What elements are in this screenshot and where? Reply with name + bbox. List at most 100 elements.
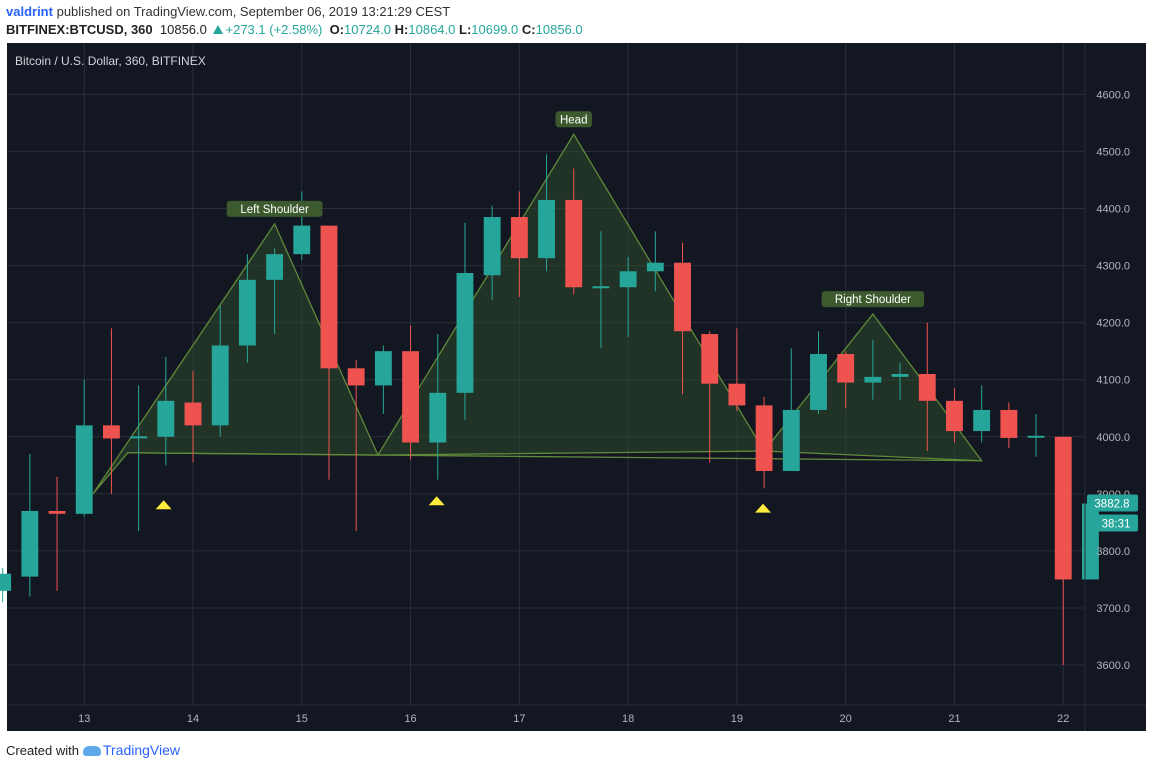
candle[interactable] <box>701 331 719 463</box>
candle-body <box>211 345 229 426</box>
candle[interactable] <box>429 334 447 480</box>
y-tick-label: 4100.0 <box>1096 375 1130 387</box>
candle-body <box>157 400 175 437</box>
candle[interactable] <box>918 322 936 452</box>
time-axis[interactable]: 13 14 15 16 17 18 19 20 21 22 <box>78 713 1069 725</box>
candle[interactable] <box>782 348 800 472</box>
candle[interactable] <box>374 345 392 414</box>
candle[interactable] <box>1082 502 1099 580</box>
candle[interactable] <box>21 453 39 597</box>
candle[interactable] <box>157 356 175 466</box>
author-link[interactable]: valdrint <box>6 4 53 19</box>
candle-body <box>320 225 338 369</box>
last-price: 10856.0 <box>159 22 207 37</box>
candle[interactable] <box>538 154 555 272</box>
candles[interactable] <box>0 154 1099 666</box>
candle[interactable] <box>347 359 365 531</box>
last-price-bg <box>1087 494 1138 512</box>
candle-body <box>565 199 583 288</box>
candle[interactable] <box>211 305 229 437</box>
price-change: +273.1 (+2.58%) <box>225 22 323 37</box>
y-tick-label: 4200.0 <box>1096 318 1130 330</box>
candle-body <box>864 376 882 383</box>
candle-body <box>266 254 284 280</box>
candle[interactable] <box>755 396 773 489</box>
published-text: published on TradingView.com, September … <box>56 4 451 19</box>
candle[interactable] <box>674 242 691 394</box>
high-value: 10864.0 <box>408 22 456 37</box>
x-tick-label: 15 <box>296 713 308 725</box>
y-tick-label: 4600.0 <box>1096 89 1130 101</box>
close-label: C: <box>521 22 536 37</box>
candle[interactable] <box>810 331 827 414</box>
up-arrow-icon <box>212 25 223 34</box>
candle-body <box>510 217 528 259</box>
candle[interactable] <box>266 248 284 335</box>
candle-body <box>674 262 691 332</box>
candle-body <box>891 374 909 377</box>
candle-body <box>946 400 963 432</box>
candle-body <box>1000 409 1018 438</box>
candle-body <box>592 286 610 289</box>
created-with-text: Created with <box>6 743 79 758</box>
candle-body <box>21 510 39 577</box>
candle-body <box>347 368 365 386</box>
candle[interactable] <box>891 362 909 400</box>
tradingview-link[interactable]: TradingView <box>102 742 181 758</box>
candle[interactable] <box>946 388 963 443</box>
candle[interactable] <box>1054 436 1072 666</box>
candle[interactable] <box>510 191 528 297</box>
candle[interactable] <box>184 371 202 463</box>
candle[interactable] <box>456 222 474 420</box>
symbol-info: BITFINEX:BTCUSD, 360 10856.0 +273.1 (+2.… <box>6 22 583 37</box>
pattern-label-bg <box>555 111 592 128</box>
candle[interactable] <box>483 205 501 300</box>
x-tick-label: 13 <box>78 713 90 725</box>
candle-body <box>429 392 447 443</box>
x-tick-label: 18 <box>622 713 634 725</box>
price-axis[interactable]: 3600.03700.03800.03900.04000.04100.04200… <box>1087 89 1138 672</box>
pattern-label-text: Left Shoulder <box>240 204 309 216</box>
candle[interactable] <box>565 168 583 295</box>
candle[interactable] <box>592 231 610 349</box>
y-tick-label: 3800.0 <box>1096 546 1130 558</box>
y-tick-label: 4400.0 <box>1096 204 1130 216</box>
x-tick-label: 14 <box>187 713 199 725</box>
candle[interactable] <box>864 339 882 400</box>
candle[interactable] <box>48 476 66 591</box>
last-price-text: 3882.8 <box>1094 499 1129 511</box>
x-tick-label: 20 <box>840 713 852 725</box>
candle[interactable] <box>238 254 256 363</box>
candle[interactable] <box>402 325 420 460</box>
candle[interactable] <box>0 568 12 603</box>
footer: Created with TradingView <box>6 742 180 758</box>
candle-body <box>374 351 392 386</box>
candle[interactable] <box>1000 402 1018 449</box>
x-tick-label: 17 <box>513 713 525 725</box>
pattern-label-bg <box>226 200 323 217</box>
candle-body <box>0 573 12 591</box>
candle[interactable] <box>728 328 746 412</box>
candle[interactable] <box>130 385 148 531</box>
candle[interactable] <box>1027 413 1045 457</box>
close-value: 10856.0 <box>535 22 583 37</box>
candle[interactable] <box>102 328 120 494</box>
candle[interactable] <box>75 379 93 517</box>
candle[interactable] <box>320 225 338 480</box>
countdown-badge: 38:31 <box>1095 514 1138 532</box>
candle-body <box>755 405 773 472</box>
candle-body <box>837 354 855 383</box>
pattern-label-text: Head <box>560 114 588 126</box>
candle-body <box>782 409 800 472</box>
pattern-label: Head <box>555 111 592 128</box>
candle[interactable] <box>973 385 991 443</box>
candle-body <box>810 354 827 410</box>
x-tick-label: 21 <box>948 713 960 725</box>
pattern-labels: Left Shoulder Head Right Shoulder <box>226 111 925 308</box>
candle-body <box>293 225 311 255</box>
candle-body <box>48 510 66 514</box>
candle[interactable] <box>837 351 855 409</box>
candle[interactable] <box>646 231 664 292</box>
candle[interactable] <box>619 257 637 337</box>
